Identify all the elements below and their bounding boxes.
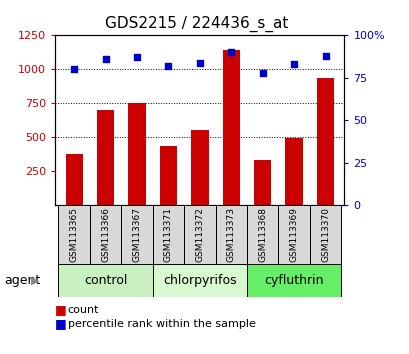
Text: GSM113373: GSM113373 [226,207,235,262]
Text: GSM113367: GSM113367 [132,207,141,262]
Point [290,62,297,67]
Point [196,60,203,65]
Bar [184,205,215,264]
Bar [316,78,333,205]
Text: cyfluthrin: cyfluthrin [264,274,323,287]
Bar [215,205,246,264]
Bar [222,50,239,205]
Point [321,53,328,59]
Point [133,55,140,60]
Text: chlorpyrifos: chlorpyrifos [163,274,236,287]
Bar [246,264,340,297]
Bar [128,103,145,205]
Point [227,50,234,55]
Bar [58,264,153,297]
Point [259,70,265,76]
Text: GSM113371: GSM113371 [164,207,173,262]
Text: GSM113365: GSM113365 [70,207,79,262]
Bar [309,205,340,264]
Bar [278,205,309,264]
Bar [246,205,278,264]
Bar [97,110,114,205]
Text: agent: agent [4,274,40,287]
Bar [58,205,90,264]
Text: GSM113372: GSM113372 [195,207,204,262]
Point [71,67,77,72]
Point [102,56,109,62]
Bar [90,205,121,264]
Bar [153,264,246,297]
Text: GSM113370: GSM113370 [320,207,329,262]
Text: ■: ■ [55,303,67,316]
Bar [160,145,177,205]
Text: ▶: ▶ [31,275,39,286]
Text: GSM113369: GSM113369 [289,207,298,262]
Bar [254,160,271,205]
Text: percentile rank within the sample: percentile rank within the sample [67,319,255,329]
Text: count: count [67,305,99,315]
Point [165,63,171,69]
Text: GDS2215 / 224436_s_at: GDS2215 / 224436_s_at [105,16,288,32]
Bar [153,205,184,264]
Bar [65,154,83,205]
Text: GSM113368: GSM113368 [258,207,267,262]
Bar [121,205,153,264]
Bar [191,130,208,205]
Text: GSM113366: GSM113366 [101,207,110,262]
Text: ■: ■ [55,318,67,330]
Bar [285,138,302,205]
Text: control: control [84,274,127,287]
